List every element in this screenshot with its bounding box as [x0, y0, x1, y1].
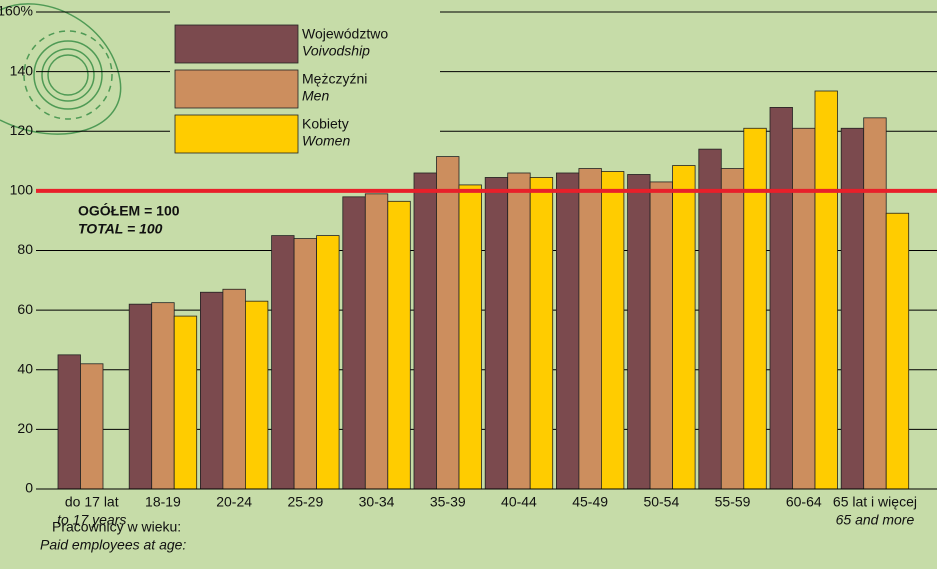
x-axis-label-en: Paid employees at age: — [40, 537, 186, 553]
bar — [293, 238, 318, 490]
y-tick-label: 20 — [17, 420, 33, 436]
x-tick-label: 45-49 — [572, 494, 608, 510]
reference-label-en: TOTAL = 100 — [78, 221, 163, 237]
legend-label: Kobiety — [302, 116, 349, 132]
y-tick-label: 60 — [17, 301, 33, 317]
bar — [720, 168, 745, 490]
bar — [649, 181, 673, 490]
legend-swatch — [174, 114, 299, 154]
y-tick-label: 80 — [17, 241, 33, 257]
bar — [484, 177, 509, 490]
bar — [698, 148, 722, 490]
legend-swatch — [174, 69, 299, 109]
bar — [151, 302, 175, 490]
bar — [271, 235, 295, 490]
decoration — [0, 3, 122, 135]
bar — [792, 127, 816, 490]
reference-label: OGÓŁEM = 100 — [78, 202, 180, 219]
y-tick-label: 0 — [25, 480, 33, 496]
bar — [863, 117, 887, 490]
bar — [57, 354, 81, 490]
bar — [387, 200, 411, 490]
bar — [814, 90, 838, 490]
y-tick-label: 140 — [10, 62, 34, 78]
bar — [885, 212, 910, 490]
bar — [364, 193, 389, 490]
bar — [316, 235, 340, 490]
x-tick-label: do 17 lat — [65, 494, 119, 510]
bar — [222, 288, 246, 490]
y-tick-label: 40 — [17, 360, 33, 376]
y-tick-label: 160% — [0, 3, 33, 19]
x-tick-label: 20-24 — [216, 494, 252, 510]
x-tick-label: 65 lat i więcej — [833, 494, 917, 510]
x-axis-label: Pracownicy w wieku: — [52, 519, 181, 535]
x-tick-label: 25-29 — [287, 494, 323, 510]
bar — [244, 300, 269, 490]
legend-label: Mężczyźni — [302, 71, 367, 87]
bar — [556, 172, 580, 490]
bar — [413, 172, 437, 490]
legend-label-en: Voivodship — [302, 43, 370, 59]
x-tick-label: 50-54 — [643, 494, 679, 510]
legend-label: Województwo — [302, 26, 388, 42]
bar — [769, 107, 793, 490]
bar — [507, 172, 531, 490]
bar — [128, 303, 153, 490]
x-tick-label: 30-34 — [359, 494, 395, 510]
x-tick-label: 18-19 — [145, 494, 181, 510]
bar — [458, 184, 482, 490]
x-tick-label: 35-39 — [430, 494, 466, 510]
bar — [743, 127, 767, 490]
bar — [342, 196, 366, 490]
bar — [173, 315, 198, 490]
bar — [672, 165, 696, 490]
legend-label-en: Men — [302, 88, 329, 104]
y-tick-label: 120 — [10, 122, 34, 138]
bar — [627, 174, 651, 490]
x-tick-label: 60-64 — [786, 494, 822, 510]
bar — [578, 168, 602, 490]
legend-label-en: Women — [302, 133, 350, 149]
x-tick-label-en: to 17 years — [57, 512, 126, 528]
x-tick-label: 55-59 — [715, 494, 751, 510]
bar — [529, 177, 554, 490]
bar — [80, 363, 104, 490]
x-tick-label-en: 65 and more — [836, 512, 915, 528]
y-tick-label: 100 — [10, 182, 34, 198]
bar — [436, 156, 460, 490]
bar — [601, 171, 625, 490]
bar — [840, 127, 865, 490]
bar — [199, 291, 224, 490]
x-tick-label: 40-44 — [501, 494, 537, 510]
legend-swatch — [174, 24, 299, 64]
